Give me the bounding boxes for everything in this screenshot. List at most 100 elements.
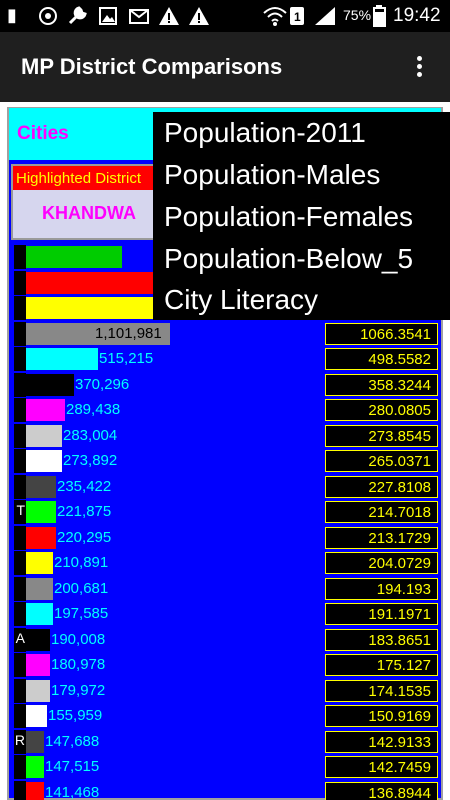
ratio-value: 358.3244	[368, 377, 431, 394]
table-row[interactable]: 179,972 174.1535	[14, 679, 438, 703]
row-label-cell	[14, 551, 26, 575]
ratio-cell: 204.0729	[325, 552, 438, 574]
table-row[interactable]: 147,515 142.7459	[14, 755, 438, 779]
row-label: T	[16, 502, 25, 518]
ratio-cell: 265.0371	[325, 450, 438, 472]
population-bar	[26, 527, 56, 549]
population-bar	[26, 323, 170, 345]
ratio-value: 227.8108	[368, 479, 431, 496]
row-label: A	[15, 630, 25, 646]
table-row[interactable]: 210,891 204.0729	[14, 551, 438, 575]
row-label-cell	[14, 577, 26, 601]
population-value: 370,296	[75, 376, 130, 393]
population-value: 210,891	[54, 554, 109, 571]
ratio-cell: 227.8108	[325, 476, 438, 498]
row-label-cell	[14, 602, 26, 626]
menu-item-city-literacy[interactable]: City Literacy	[164, 284, 319, 315]
menu-item-population-females[interactable]: Population-Females	[164, 201, 414, 232]
highlighted-district-box[interactable]: Highlighted District KHANDWA	[11, 164, 171, 240]
row-label-cell	[14, 781, 26, 800]
ratio-cell: 183.8651	[325, 629, 438, 651]
table-row[interactable]: A 190,008 183.8651	[14, 628, 438, 652]
ratio-value: 204.0729	[368, 555, 431, 572]
row-label-cell	[14, 245, 26, 269]
population-bar	[26, 246, 122, 268]
status-bar: ▮ 1 75% 19:42	[0, 0, 450, 32]
ratio-value: 136.8944	[368, 785, 431, 800]
population-bar	[26, 756, 44, 778]
table-row[interactable]: 200,681 194.193	[14, 577, 438, 601]
row-label-cell	[14, 704, 26, 728]
table-row[interactable]: 273,892 265.0371	[14, 449, 438, 473]
image-icon	[99, 7, 117, 25]
population-value: 221,875	[57, 503, 112, 520]
sim-icon: 1	[290, 7, 304, 25]
ratio-value: 280.0805	[368, 402, 431, 419]
row-label-cell	[14, 398, 26, 422]
table-row[interactable]: 289,438 280.0805	[14, 398, 438, 422]
highlighted-district-label: Highlighted District	[16, 170, 142, 187]
population-value: 283,004	[63, 427, 118, 444]
row-label-cell	[14, 322, 26, 346]
table-row[interactable]: R 147,688 142.9133	[14, 730, 438, 754]
population-bar	[26, 450, 62, 472]
table-row[interactable]: 141,468 136.8944	[14, 781, 438, 800]
population-bar	[26, 552, 53, 574]
row-label-cell	[14, 424, 26, 448]
population-value: 179,972	[51, 682, 106, 699]
ratio-value: 265.0371	[368, 453, 431, 470]
ratio-value: 214.7018	[368, 504, 431, 521]
row-label-cell: R	[14, 730, 26, 754]
population-bar	[26, 578, 53, 600]
table-row[interactable]: 370,296 358.3244	[14, 373, 438, 397]
table-row[interactable]: 283,004 273.8545	[14, 424, 438, 448]
ratio-value: 213.1729	[368, 530, 431, 547]
population-value: 147,515	[45, 758, 100, 775]
overflow-menu-icon[interactable]	[410, 52, 430, 82]
row-label-cell: A	[14, 628, 26, 652]
ratio-cell: 214.7018	[325, 501, 438, 523]
alert-icon	[189, 7, 209, 25]
ratio-value: 174.1535	[368, 683, 431, 700]
row-label-cell	[14, 653, 26, 677]
population-bar	[26, 374, 74, 396]
row-label-cell	[14, 373, 26, 397]
table-row[interactable]: T 221,875 214.7018	[14, 500, 438, 524]
alert-icon	[159, 7, 179, 25]
battery-percent: 75%	[343, 7, 372, 23]
svg-text:1: 1	[294, 10, 301, 24]
table-row[interactable]: 235,422 227.8108	[14, 475, 438, 499]
menu-item-population-2011[interactable]: Population-2011	[164, 117, 366, 148]
population-bar	[26, 297, 170, 319]
menu-item-population-males[interactable]: Population-Males	[164, 159, 381, 190]
row-label-cell	[14, 347, 26, 371]
population-value: 235,422	[57, 478, 112, 495]
table-row[interactable]: 220,295 213.1729	[14, 526, 438, 550]
table-row[interactable]: 180,978 175.127	[14, 653, 438, 677]
population-bar	[26, 629, 50, 651]
page-title: MP District Comparisons	[21, 54, 283, 79]
email-icon	[129, 9, 149, 24]
ratio-value: 150.9169	[368, 708, 431, 725]
row-label-cell	[14, 755, 26, 779]
ratio-cell: 142.7459	[325, 756, 438, 778]
population-value: 220,295	[57, 529, 112, 546]
population-value: 197,585	[54, 605, 109, 622]
ratio-value: 142.7459	[368, 759, 431, 776]
row-label-cell	[14, 526, 26, 550]
ratio-cell: 191.1971	[325, 603, 438, 625]
table-row[interactable]: 197,585 191.1971	[14, 602, 438, 626]
population-value: 1,101,981	[95, 325, 162, 342]
population-bar	[26, 705, 47, 727]
table-row[interactable]: 155,959 150.9169	[14, 704, 438, 728]
wifi-icon	[263, 7, 287, 26]
menu-item-population-below-5[interactable]: Population-Below_5	[164, 243, 414, 274]
ratio-value: 191.1971	[368, 606, 431, 623]
app-bar: MP District Comparisons	[0, 32, 450, 102]
population-bar	[26, 348, 98, 370]
row-label-cell	[14, 296, 26, 320]
table-row[interactable]: 1,101,981 1066.3541	[14, 322, 438, 346]
population-value: 147,688	[45, 733, 100, 750]
ratio-cell: 175.127	[325, 654, 438, 676]
table-row[interactable]: 515,215 498.5582	[14, 347, 438, 371]
